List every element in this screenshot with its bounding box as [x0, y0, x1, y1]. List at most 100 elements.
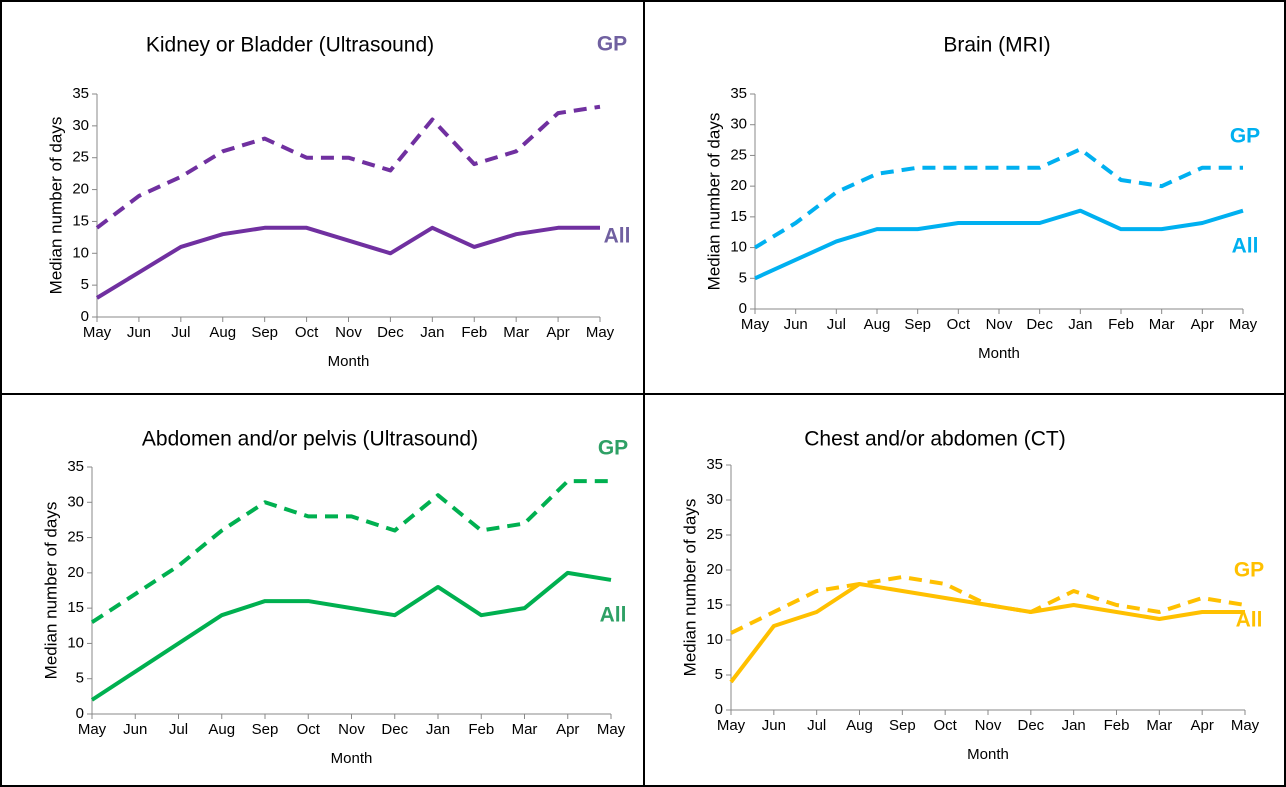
y-tick-label: 35: [67, 458, 84, 475]
y-axis-label: Median number of days: [41, 502, 60, 680]
x-tick-label: Jul: [807, 717, 826, 734]
x-tick-label: Oct: [933, 717, 957, 734]
x-tick-label: Apr: [546, 324, 569, 341]
y-tick-label: 30: [730, 116, 747, 133]
x-tick-label: Feb: [461, 324, 487, 341]
panel: Brain (MRI) 0 5 10 15 20 25 30 35 May Jun Jul Aug Sep…: [704, 34, 1260, 362]
line-series: [90, 570, 612, 702]
y-tick-label: 0: [81, 308, 89, 325]
y-tick-label: 0: [739, 300, 747, 317]
line-series: [753, 147, 1243, 250]
x-tick-label: Sep: [252, 721, 279, 738]
x-tick-label: Nov: [986, 316, 1013, 333]
y-tick-label: 25: [730, 146, 747, 163]
x-axis-label: Month: [967, 746, 1009, 763]
x-tick-label: Oct: [297, 721, 321, 738]
y-tick-label: 15: [72, 212, 89, 229]
x-tick-label: Apr: [1191, 316, 1214, 333]
x-tick-label: May: [741, 316, 770, 333]
x-tick-label: Jun: [784, 316, 808, 333]
x-tick-label: Sep: [904, 316, 931, 333]
x-tick-label: Mar: [1149, 316, 1175, 333]
x-tick-label: Aug: [209, 324, 236, 341]
panel: Kidney or Bladder (Ultrasound) 0 5 10 15 20 25…: [46, 33, 630, 370]
x-tick-label: May: [597, 721, 626, 738]
x-tick-label: May: [78, 721, 107, 738]
y-tick-label: 5: [739, 269, 747, 286]
x-tick-label: Jun: [762, 717, 786, 734]
y-tick-label: 10: [730, 239, 747, 256]
x-axis-label: Month: [978, 345, 1020, 362]
x-tick-label: Nov: [975, 717, 1002, 734]
x-tick-label: Jul: [171, 324, 190, 341]
y-tick-label: 30: [72, 117, 89, 134]
x-axis-label: Month: [331, 750, 373, 767]
x-tick-label: Jan: [426, 721, 450, 738]
line-series: [95, 225, 600, 300]
panel: Chest and/or abdomen (CT) 0 5 10 15 20 25 30 35 M…: [680, 428, 1264, 763]
x-tick-label: Jul: [827, 316, 846, 333]
y-tick-label: 20: [72, 181, 89, 198]
y-tick-label: 30: [706, 491, 723, 508]
y-tick-label: 15: [67, 599, 84, 616]
y-tick-label: 0: [76, 705, 84, 722]
y-axis-label: Median number of days: [46, 117, 65, 295]
x-tick-label: Jan: [420, 324, 444, 341]
y-tick-label: 10: [72, 244, 89, 261]
series-label: GP: [1230, 125, 1260, 148]
y-tick-label: 10: [67, 634, 84, 651]
x-tick-label: Dec: [381, 721, 408, 738]
series-label: GP: [1234, 559, 1264, 582]
x-tick-label: Nov: [335, 324, 362, 341]
x-tick-label: May: [586, 324, 615, 341]
x-axis-label: Month: [328, 353, 370, 370]
y-tick-label: 35: [730, 85, 747, 102]
line-series: [729, 582, 1245, 684]
y-tick-label: 5: [81, 276, 89, 293]
x-tick-label: Feb: [468, 721, 494, 738]
x-tick-label: Dec: [1017, 717, 1044, 734]
y-tick-label: 5: [76, 670, 84, 687]
y-tick-label: 0: [715, 701, 723, 718]
x-tick-label: Mar: [503, 324, 529, 341]
x-tick-label: Dec: [377, 324, 404, 341]
line-series: [754, 208, 1244, 281]
series-label: GP: [597, 33, 627, 56]
x-tick-label: May: [717, 717, 746, 734]
y-tick-label: 35: [706, 456, 723, 473]
y-tick-label: 25: [67, 529, 84, 546]
x-tick-label: Nov: [338, 721, 365, 738]
series-label: GP: [598, 437, 628, 460]
x-tick-label: May: [1229, 316, 1258, 333]
chart-title: Abdomen and/or pelvis (Ultrasound): [142, 428, 478, 451]
x-tick-label: Sep: [889, 717, 916, 734]
line-series: [95, 104, 601, 230]
x-tick-label: Jul: [169, 721, 188, 738]
chart-title: Brain (MRI): [943, 34, 1050, 57]
y-tick-label: 20: [67, 564, 84, 581]
y-tick-label: 35: [72, 85, 89, 102]
series-label: All: [604, 225, 631, 248]
x-tick-label: Apr: [556, 721, 579, 738]
x-tick-label: Jan: [1068, 316, 1092, 333]
y-tick-label: 5: [715, 666, 723, 683]
y-tick-label: 15: [730, 208, 747, 225]
panel: Abdomen and/or pelvis (Ultrasound) 0 5 10 15…: [41, 428, 628, 767]
x-tick-label: Jun: [123, 721, 147, 738]
y-tick-label: 30: [67, 493, 84, 510]
x-tick-label: May: [1231, 717, 1260, 734]
series-label: All: [1236, 609, 1263, 632]
series-label: All: [600, 604, 627, 627]
x-tick-label: Mar: [1146, 717, 1172, 734]
x-tick-label: Dec: [1026, 316, 1053, 333]
y-tick-label: 15: [706, 596, 723, 613]
y-axis-label: Median number of days: [680, 499, 699, 677]
series-label: All: [1232, 235, 1259, 258]
y-axis-label: Median number of days: [704, 113, 723, 291]
x-tick-label: Aug: [846, 717, 873, 734]
x-tick-label: Apr: [1190, 717, 1213, 734]
x-tick-label: Jan: [1062, 717, 1086, 734]
chart-title: Kidney or Bladder (Ultrasound): [146, 34, 434, 57]
x-tick-label: Oct: [295, 324, 319, 341]
